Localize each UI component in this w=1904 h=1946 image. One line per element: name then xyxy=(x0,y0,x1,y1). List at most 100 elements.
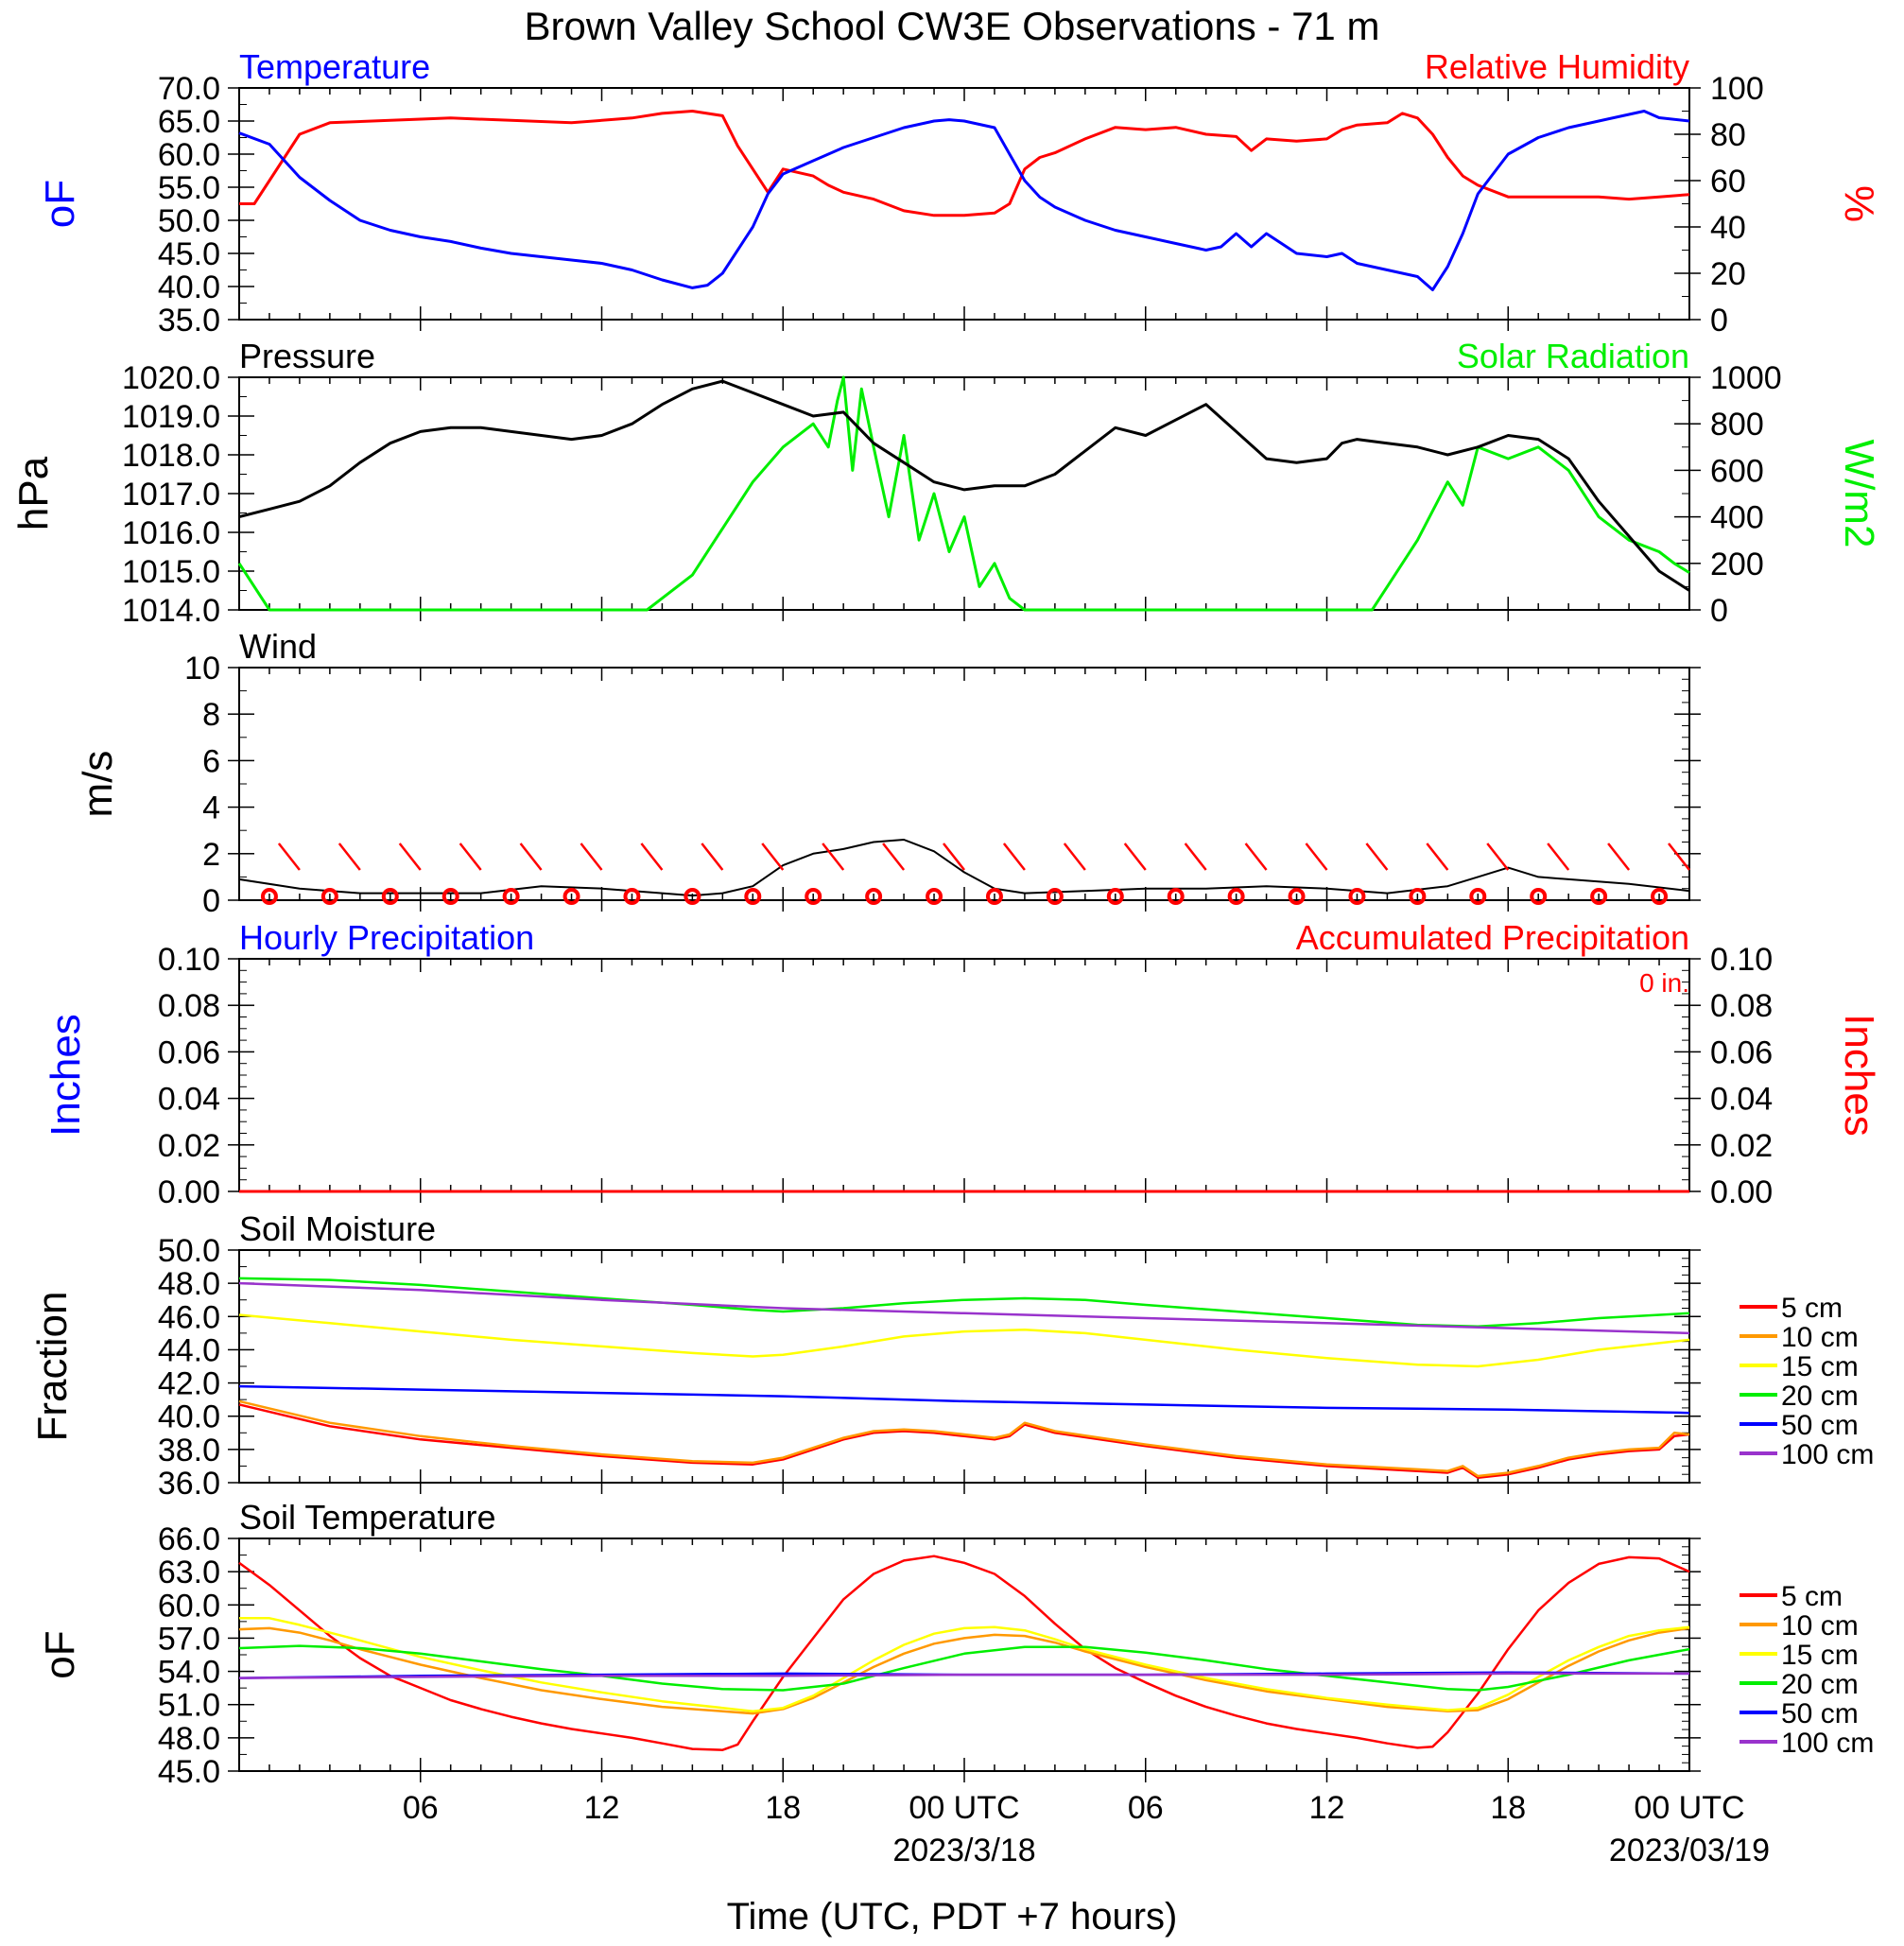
panel-soil-temperature: 45.048.051.054.057.060.063.066.0 Soil Tem… xyxy=(37,1498,1874,1790)
y-tick-label: 10 xyxy=(184,651,220,686)
y-tick-label: 60 xyxy=(1710,164,1746,200)
wind-barb xyxy=(338,843,361,871)
y-tick-label: 38.0 xyxy=(158,1433,220,1468)
calm-marker xyxy=(260,888,278,905)
panel-title-right: Solar Radiation xyxy=(1457,337,1689,375)
series-5-cm xyxy=(238,1403,1690,1479)
wind-barb xyxy=(1607,843,1631,871)
calm-marker xyxy=(744,888,762,905)
calm-marker xyxy=(1227,888,1245,905)
calm-marker xyxy=(684,888,701,905)
y-tick-label: 40 xyxy=(1710,210,1746,246)
legend-label: 5 cm xyxy=(1781,1293,1843,1324)
calm-marker xyxy=(502,888,520,905)
accumulated-total-label: 0 in. xyxy=(1639,968,1689,998)
wind-barb xyxy=(1244,843,1268,871)
series-wind-speed xyxy=(238,839,1690,897)
x-tick-label: 12 xyxy=(1309,1790,1345,1826)
y-tick-label: 42.0 xyxy=(158,1366,220,1402)
legend-label: 10 cm xyxy=(1781,1610,1859,1642)
panel-frame xyxy=(238,376,1690,611)
y-tick-label: 48.0 xyxy=(158,1266,220,1302)
wind-barb xyxy=(1486,843,1510,871)
y-tick-label: 0.04 xyxy=(1710,1082,1773,1118)
y-tick-label: 35.0 xyxy=(158,303,220,339)
calm-marker xyxy=(1167,888,1185,905)
panel-temperature-rh: 35.040.045.050.055.060.065.070.0 0 20 40 60 8… xyxy=(37,47,1882,339)
series-solar-radiation xyxy=(237,375,1690,612)
x-tick-label: 18 xyxy=(765,1790,801,1826)
y-tick-label: 45.0 xyxy=(158,236,220,272)
wind-barb xyxy=(1365,843,1389,871)
y-axis-label: Fraction xyxy=(29,1292,76,1442)
wind-barb xyxy=(1426,843,1449,871)
x-axis: 06 12 18 00 UTC 06 12 18 00 UTC 2023/3/18 2023/03… xyxy=(403,1790,1770,1868)
y-tick-label: 0 xyxy=(1710,593,1728,629)
calm-marker xyxy=(1469,888,1487,905)
y-tick-label: 1016.0 xyxy=(122,515,220,551)
series-15-cm xyxy=(238,1313,1690,1368)
y-tick-label: 20 xyxy=(1710,256,1746,292)
wind-barb xyxy=(1305,843,1328,871)
y-tick-label: 57.0 xyxy=(158,1621,220,1657)
series-20-cm xyxy=(238,1277,1690,1329)
y-tick-label: 51.0 xyxy=(158,1688,220,1724)
y-axis-label: oF xyxy=(37,1630,83,1678)
y-axis-label-left: hPa xyxy=(10,456,57,530)
y-tick-label: 200 xyxy=(1710,547,1764,582)
y-tick-label: 0.08 xyxy=(158,988,220,1024)
y-tick-label: 0.00 xyxy=(158,1174,220,1210)
y-axis-label-right: Inches xyxy=(1836,1014,1882,1137)
calm-marker xyxy=(320,888,338,905)
x-axis-label: Time (UTC, PDT +7 hours) xyxy=(727,1896,1178,1937)
panel-title: Soil Moisture xyxy=(239,1209,436,1248)
panel-frame xyxy=(238,87,1690,321)
series-pressure xyxy=(238,379,1690,592)
series-10-cm xyxy=(238,1626,1690,1715)
y-tick-label: 46.0 xyxy=(158,1299,220,1335)
y-tick-label: 600 xyxy=(1710,453,1764,489)
panel-title-right: Accumulated Precipitation xyxy=(1296,918,1689,957)
y-tick-label: 36.0 xyxy=(158,1466,220,1502)
legend-label: 5 cm xyxy=(1781,1581,1843,1612)
date-label: 2023/03/19 xyxy=(1609,1833,1770,1868)
y-tick-label: 63.0 xyxy=(158,1555,220,1590)
y-tick-label: 8 xyxy=(202,697,220,733)
calm-marker xyxy=(1106,888,1124,905)
wind-barb xyxy=(580,843,603,871)
wind-barb xyxy=(398,843,422,871)
wind-barb xyxy=(761,843,785,871)
legend-label: 100 cm xyxy=(1781,1439,1874,1470)
panel-title-right: Relative Humidity xyxy=(1425,47,1689,86)
calm-marker xyxy=(865,888,883,905)
y-tick-label: 50.0 xyxy=(158,1233,220,1269)
y-tick-label: 0.10 xyxy=(1710,942,1773,978)
legend-label: 15 cm xyxy=(1781,1640,1859,1671)
y-tick-label: 54.0 xyxy=(158,1655,220,1691)
wind-barb xyxy=(701,843,724,871)
wind-barb xyxy=(943,843,965,871)
y-tick-label: 0.02 xyxy=(1710,1128,1773,1164)
y-tick-label: 0 xyxy=(202,883,220,919)
y-tick-label: 1017.0 xyxy=(122,477,220,513)
wind-barb xyxy=(519,843,543,871)
y-tick-label: 400 xyxy=(1710,500,1764,536)
calm-marker xyxy=(1530,888,1548,905)
calm-marker xyxy=(1046,888,1064,905)
y-tick-label: 1020.0 xyxy=(122,360,220,396)
x-tick-label: 00 UTC xyxy=(909,1790,1019,1826)
calm-marker xyxy=(623,888,641,905)
wind-barb xyxy=(1002,843,1026,871)
wind-barb xyxy=(640,843,664,871)
y-tick-label: 48.0 xyxy=(158,1721,220,1757)
panel-title-left: Pressure xyxy=(239,337,375,375)
y-axis-label: m/s xyxy=(75,751,121,818)
y-tick-label: 60.0 xyxy=(158,1588,220,1624)
legend-label: 10 cm xyxy=(1781,1322,1859,1353)
wind-barb xyxy=(1123,843,1147,871)
wind-barb xyxy=(882,843,906,871)
y-tick-label: 44.0 xyxy=(158,1332,220,1368)
y-tick-label: 60.0 xyxy=(158,137,220,173)
wind-barb xyxy=(1547,843,1570,871)
